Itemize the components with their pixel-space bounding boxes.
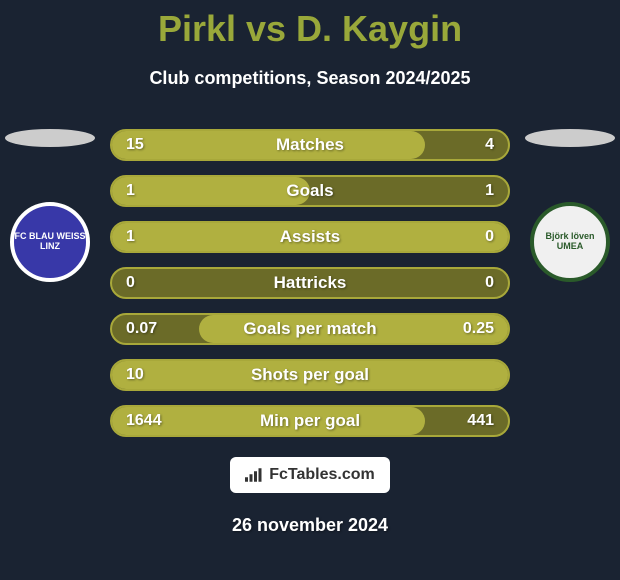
stat-label: Goals per match [243, 319, 376, 339]
club-logo-right: Björk löven UMEA [530, 202, 610, 282]
stat-value-left: 1 [126, 228, 135, 246]
stat-label: Shots per goal [251, 365, 369, 385]
stat-label: Min per goal [260, 411, 360, 431]
stat-bar: 0 Hattricks 0 [110, 267, 510, 299]
stat-label: Goals [286, 181, 333, 201]
site-logo[interactable]: FcTables.com [230, 457, 390, 493]
stat-value-right: 0 [485, 274, 494, 292]
stat-value-left: 1644 [126, 412, 162, 430]
stat-value-right: 441 [467, 412, 494, 430]
right-player-col: Björk löven UMEA [520, 129, 620, 282]
stat-value-right: 1 [485, 182, 494, 200]
stat-fill [112, 131, 425, 159]
player-right-placeholder [525, 129, 615, 147]
stat-bar: 1 Assists 0 [110, 221, 510, 253]
club-left-name: FC BLAU WEISS LINZ [14, 232, 86, 252]
content-row: FC BLAU WEISS LINZ 15 Matches 4 1 Goals 1 1 Ass… [0, 129, 620, 437]
site-logo-text: FcTables.com [269, 466, 375, 484]
stat-label: Matches [276, 135, 344, 155]
infographic-container: Pirkl vs D. Kaygin Club competitions, Se… [0, 0, 620, 580]
stat-bar: 10 Shots per goal [110, 359, 510, 391]
stat-bar: 0.07 Goals per match 0.25 [110, 313, 510, 345]
chart-icon [245, 468, 263, 482]
stat-value-right: 0 [485, 228, 494, 246]
page-title: Pirkl vs D. Kaygin [158, 8, 462, 50]
stat-label: Hattricks [274, 273, 347, 293]
stat-fill [112, 177, 310, 205]
stat-value-right: 0.25 [463, 320, 494, 338]
stat-value-right: 4 [485, 136, 494, 154]
left-player-col: FC BLAU WEISS LINZ [0, 129, 100, 282]
subtitle: Club competitions, Season 2024/2025 [149, 68, 470, 89]
stat-value-left: 15 [126, 136, 144, 154]
stat-bar: 1644 Min per goal 441 [110, 405, 510, 437]
stat-value-left: 0.07 [126, 320, 157, 338]
stat-value-left: 1 [126, 182, 135, 200]
club-logo-left: FC BLAU WEISS LINZ [10, 202, 90, 282]
stat-value-left: 0 [126, 274, 135, 292]
stats-column: 15 Matches 4 1 Goals 1 1 Assists 0 0 Hattricks 0 0.0… [110, 129, 510, 437]
stat-bar: 15 Matches 4 [110, 129, 510, 161]
player-left-placeholder [5, 129, 95, 147]
date-label: 26 november 2024 [232, 515, 388, 536]
stat-bar: 1 Goals 1 [110, 175, 510, 207]
club-right-name: Björk löven UMEA [534, 232, 606, 252]
stat-value-left: 10 [126, 366, 144, 384]
stat-label: Assists [280, 227, 340, 247]
